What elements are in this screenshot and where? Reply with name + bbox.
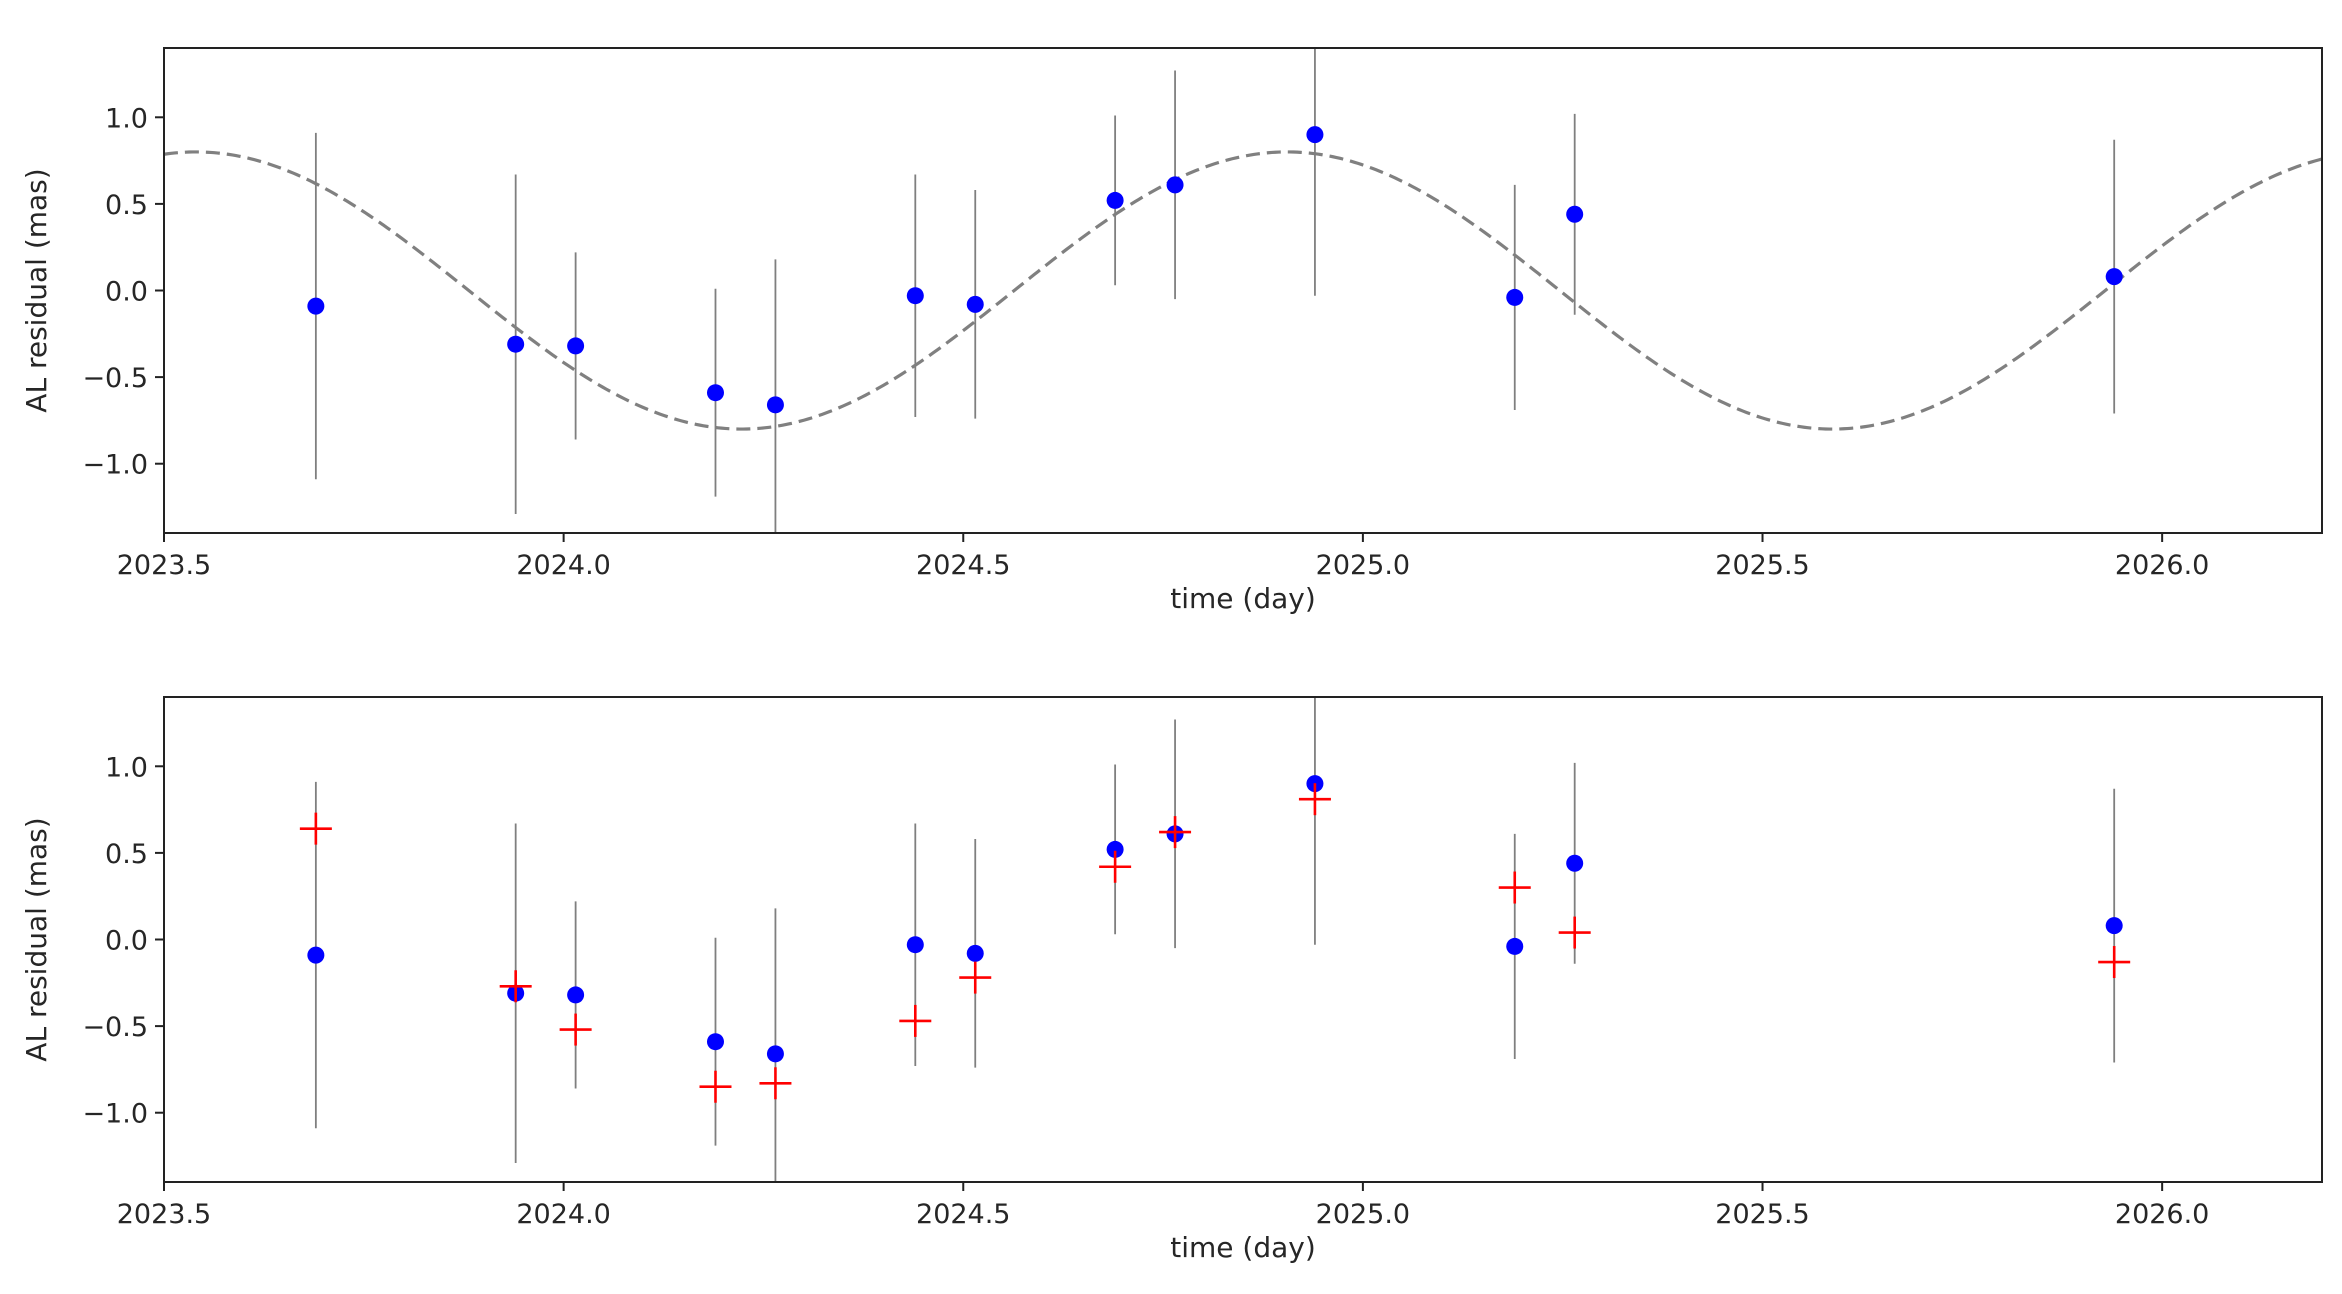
data-point (966, 944, 984, 962)
data-point (906, 936, 924, 954)
x-tick-label: 2023.5 (117, 550, 211, 581)
model-cross (499, 970, 532, 1003)
data-point (567, 337, 585, 355)
y-tick-label: 0.5 (105, 190, 148, 221)
plot-area (164, 48, 2322, 533)
y-tick-label: −0.5 (82, 363, 148, 394)
model-cross (2098, 946, 2131, 979)
y-tick-label: 0.0 (105, 926, 148, 957)
bottom-panel: 2023.5 2024.0 2024.5 2025.0 2025.5 2026.0 −1.0… (20, 696, 2323, 1264)
data-point (1566, 205, 1584, 223)
data-point (906, 287, 924, 305)
y-tick-label: −1.0 (82, 450, 148, 481)
x-tick-label: 2024.5 (916, 550, 1010, 581)
model-cross (899, 1004, 932, 1037)
model-cross (1558, 916, 1591, 949)
x-tick-label: 2025.0 (1316, 550, 1410, 581)
x-tick-label: 2025.5 (1715, 550, 1809, 581)
axes-frame (163, 696, 2323, 1183)
y-tick-label: 0.0 (105, 277, 148, 308)
y-tick-label: 0.5 (105, 839, 148, 870)
data-point (1506, 288, 1524, 306)
model-cross (959, 961, 992, 994)
y-axis-label: AL residual (mas) (20, 817, 53, 1061)
x-tick-label: 2024.0 (516, 1199, 610, 1230)
y-tick-label: −0.5 (82, 1012, 148, 1043)
model-cross (759, 1067, 792, 1100)
data-point (567, 986, 585, 1004)
data-point (307, 297, 325, 315)
axes-frame (163, 47, 2323, 534)
model-cross (1099, 850, 1132, 883)
y-tick-label: 1.0 (105, 752, 148, 783)
data-point (766, 1045, 784, 1063)
data-point (766, 396, 784, 414)
data-point (307, 946, 325, 964)
plot-area (299, 697, 2131, 1182)
top-panel: 2023.5 2024.0 2024.5 2025.0 2025.5 2026.0 −1.0… (20, 47, 2323, 615)
data-point (1566, 854, 1584, 872)
x-tick-label: 2026.0 (2115, 550, 2209, 581)
data-point (1106, 191, 1124, 209)
data-point (706, 384, 724, 402)
data-point (1506, 937, 1524, 955)
data-point (2105, 917, 2123, 935)
x-tick-label: 2023.5 (117, 1199, 211, 1230)
model-cross (1498, 871, 1531, 904)
data-point (1306, 126, 1324, 144)
x-tick-label: 2025.0 (1316, 1199, 1410, 1230)
data-point (1106, 840, 1124, 858)
y-axis-label: AL residual (mas) (20, 168, 53, 412)
data-point (1166, 176, 1184, 194)
data-point (2105, 268, 2123, 286)
x-axis-label: time (day) (1170, 582, 1316, 615)
data-point (966, 295, 984, 313)
x-tick-label: 2025.5 (1715, 1199, 1809, 1230)
data-point (507, 335, 525, 353)
model-cross (299, 812, 332, 845)
x-axis-label: time (day) (1170, 1231, 1316, 1264)
model-cross (1159, 816, 1192, 849)
model-cross (699, 1070, 732, 1103)
data-point (706, 1033, 724, 1051)
x-tick-label: 2026.0 (2115, 1199, 2209, 1230)
x-tick-label: 2024.5 (916, 1199, 1010, 1230)
x-tick-label: 2024.0 (516, 550, 610, 581)
y-tick-label: −1.0 (82, 1099, 148, 1130)
model-cross (1298, 783, 1331, 816)
model-cross (559, 1013, 592, 1046)
y-tick-label: 1.0 (105, 103, 148, 134)
model-curve (164, 150, 2322, 431)
